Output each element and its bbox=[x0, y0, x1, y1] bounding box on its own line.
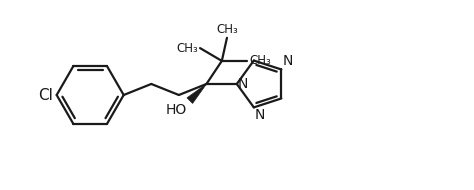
Text: N: N bbox=[255, 108, 265, 122]
Polygon shape bbox=[187, 84, 207, 103]
Text: N: N bbox=[238, 77, 248, 91]
Text: HO: HO bbox=[165, 103, 187, 117]
Text: CH₃: CH₃ bbox=[249, 54, 271, 67]
Text: Cl: Cl bbox=[38, 88, 53, 102]
Text: CH₃: CH₃ bbox=[176, 42, 198, 55]
Text: CH₃: CH₃ bbox=[216, 23, 238, 36]
Text: N: N bbox=[283, 55, 293, 69]
